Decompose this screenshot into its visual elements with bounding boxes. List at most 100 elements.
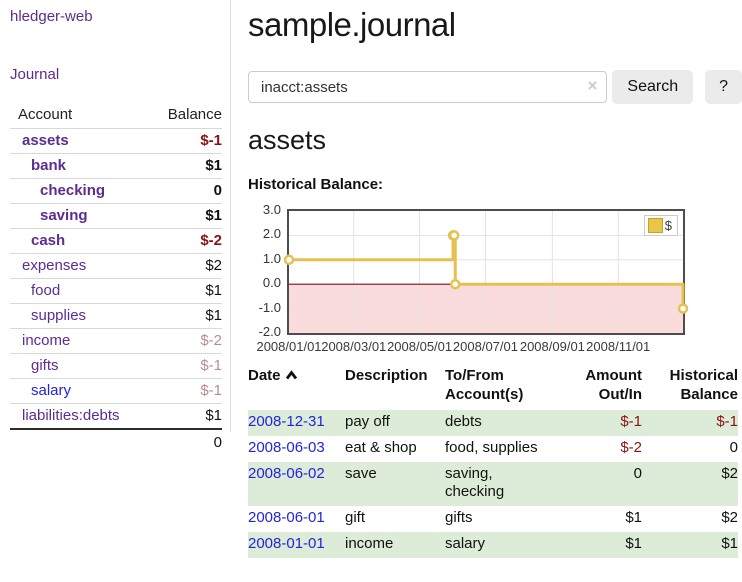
y-tick-label: 2.0: [262, 226, 281, 242]
register-amount-cell: $1: [625, 509, 642, 526]
register-amount-cell: $1: [571, 532, 642, 558]
brand-link[interactable]: hledger-web: [10, 8, 93, 25]
account-row: liabilities:debts $1: [10, 403, 222, 429]
transaction-date-link[interactable]: 2008-12-31: [248, 413, 325, 430]
main-content: sample.journal × Search ? assets Histori…: [248, 0, 742, 558]
account-row: supplies $1: [10, 303, 222, 329]
sidebar-account-income[interactable]: income: [22, 332, 71, 349]
sidebar-account-bank[interactable]: bank: [31, 157, 67, 174]
account-row: gifts $-1: [10, 353, 222, 379]
search-form: × Search ?: [248, 70, 742, 104]
account-row: food $1: [10, 278, 222, 304]
search-button[interactable]: Search: [612, 70, 694, 104]
register-header-amount: Amount Out/In: [585, 367, 642, 403]
search-input[interactable]: [248, 71, 608, 103]
account-balance: $-1: [151, 378, 222, 404]
register-amount-cell: 0: [571, 462, 642, 506]
account-name-cell: food: [10, 278, 152, 304]
search-input-wrap: ×: [248, 71, 608, 103]
register-row: 2008-01-01 income salary $1 $1: [248, 532, 738, 558]
register-header-description: Description: [345, 367, 428, 384]
sort-ascending-icon: [285, 370, 297, 380]
account-row: bank $1: [10, 153, 222, 179]
account-balance: $-1: [151, 353, 222, 379]
register-date-cell: 2008-06-03: [248, 436, 345, 462]
sidebar-account-assets[interactable]: assets: [22, 132, 69, 149]
register-amount-cell: $-1: [571, 410, 642, 436]
x-tick-label: 2008/05/01: [387, 339, 453, 354]
sidebar-account-checking[interactable]: checking: [40, 182, 106, 199]
account-row: checking 0: [10, 178, 222, 204]
transaction-date-link[interactable]: 2008-01-01: [248, 535, 325, 552]
account-name-cell: assets: [10, 128, 152, 154]
transaction-date-link[interactable]: 2008-06-03: [248, 439, 325, 456]
y-tick-label: -2.0: [258, 324, 281, 339]
accounts-total-value: 0: [151, 428, 222, 455]
register-balance-cell: $2: [642, 462, 738, 506]
register-header-accounts: To/From Account(s): [445, 367, 524, 403]
chart-title: Historical Balance:: [248, 176, 384, 193]
y-tick-label: 3.0: [262, 202, 281, 217]
register-body: 2008-12-31 pay off debts $-1 $-1 2008-06-03 ea…: [248, 410, 738, 558]
register-accounts-cell: saving, checking: [445, 462, 571, 506]
account-name-cell: gifts: [10, 353, 152, 379]
accounts-total-spacer: [10, 428, 152, 455]
register-accounts-cell: food, supplies: [445, 439, 538, 456]
y-tick-label: 1.0: [262, 250, 281, 266]
transaction-date-link[interactable]: 2008-06-01: [248, 509, 325, 526]
account-name-cell: checking: [10, 178, 152, 204]
account-balance: $-1: [151, 128, 222, 154]
register-accounts-cell: gifts: [445, 509, 473, 526]
register-description-cell: income: [345, 532, 445, 558]
x-tick-label: 2008/01/01: [256, 339, 322, 354]
account-row: cash $-2: [10, 228, 222, 254]
register-row: 2008-06-03 eat & shop food, supplies $-2 0: [248, 436, 738, 462]
sidebar-account-supplies[interactable]: supplies: [31, 307, 87, 324]
sidebar-account-saving[interactable]: saving: [40, 207, 88, 224]
register-header-date[interactable]: Date: [248, 364, 345, 410]
nav-journal-link[interactable]: Journal: [10, 66, 60, 83]
register-balance-cell: 0: [729, 439, 738, 456]
sidebar-account-expenses[interactable]: expenses: [22, 257, 87, 274]
legend-label: $: [664, 218, 672, 233]
historical-balance-chart: 3.0 2.0 1.0 0.0 -1.0 -2.0 $ 2008/01/01 2008/03…: [248, 202, 708, 355]
account-name-cell: salary: [10, 378, 152, 404]
page-title: sample.journal: [248, 6, 456, 43]
register-balance-cell: $1: [642, 532, 738, 558]
legend-swatch-icon: [647, 218, 663, 233]
sidebar-account-salary[interactable]: salary: [31, 382, 72, 399]
x-tick-label: 2008/07/01: [452, 339, 518, 354]
account-name-cell: liabilities:debts: [10, 403, 152, 429]
register-header-date-label: Date: [248, 367, 281, 384]
x-tick-label: 2008/11/01: [586, 339, 651, 354]
accounts-header-balance: Balance: [167, 106, 222, 123]
account-name-cell: bank: [10, 153, 152, 179]
chart-legend: $: [643, 215, 678, 236]
register-row: 2008-12-31 pay off debts $-1 $-1: [248, 410, 738, 436]
account-row: expenses $2: [10, 253, 222, 279]
sidebar-account-gifts[interactable]: gifts: [31, 357, 59, 374]
chart-plot-area[interactable]: $: [283, 209, 689, 335]
accounts-table: Account Balance assets $-1 bank $1 checking 0…: [10, 103, 222, 455]
help-button[interactable]: ?: [705, 70, 742, 104]
accounts-body: assets $-1 bank $1 checking 0 saving $1 cash $-2 e…: [10, 128, 222, 429]
register-balance-cell: $2: [721, 509, 738, 526]
sidebar-account-liabilities-debts[interactable]: liabilities:debts: [22, 407, 120, 424]
account-balance: $1: [151, 403, 222, 429]
account-balance: $2: [151, 253, 222, 279]
clear-search-icon[interactable]: ×: [587, 76, 598, 95]
account-name-cell: saving: [10, 203, 152, 229]
register-accounts-cell: debts: [445, 410, 571, 436]
y-tick-label: -1.0: [258, 299, 281, 315]
register-date-cell: 2008-12-31: [248, 410, 345, 436]
transaction-date-link[interactable]: 2008-06-02: [248, 465, 325, 482]
sidebar: hledger-web Journal Account Balance asse…: [0, 0, 231, 455]
accounts-total-row: 0: [10, 428, 222, 455]
register-header-balance: Historical Balance: [669, 367, 738, 403]
account-balance: $-2: [151, 328, 222, 354]
register-balance-cell: $-1: [642, 410, 738, 436]
account-balance: $1: [151, 303, 222, 329]
sidebar-account-food[interactable]: food: [31, 282, 61, 299]
account-row: assets $-1: [10, 128, 222, 154]
sidebar-account-cash[interactable]: cash: [31, 232, 66, 249]
